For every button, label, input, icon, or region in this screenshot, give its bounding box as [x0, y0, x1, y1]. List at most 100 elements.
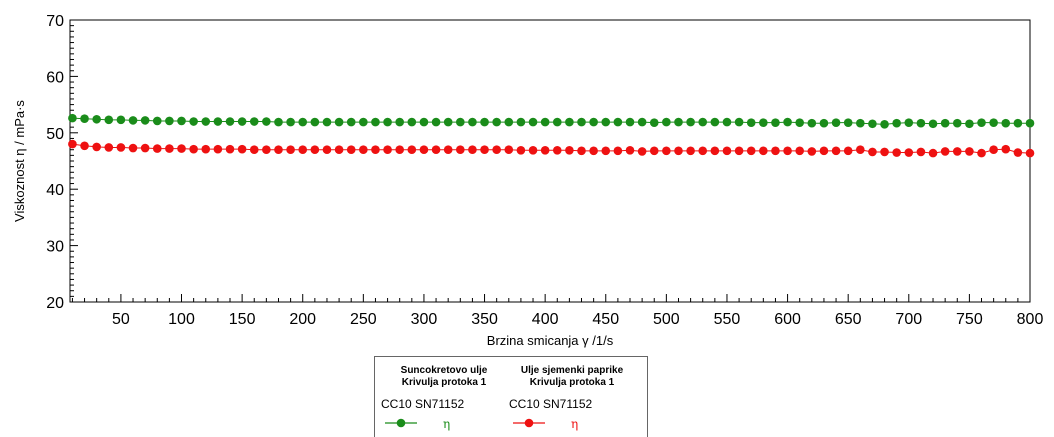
- data-point: [237, 117, 247, 126]
- data-point: [528, 145, 538, 155]
- data-point: [165, 144, 174, 153]
- data-point: [977, 148, 986, 158]
- data-point: [298, 117, 308, 127]
- data-point: [140, 116, 150, 125]
- data-point: [419, 117, 429, 127]
- legend-title-line1: Suncokretovo ulje: [400, 365, 488, 376]
- data-point: [152, 116, 162, 126]
- data-point: [152, 144, 162, 153]
- data-point: [286, 117, 295, 127]
- data-point: [492, 145, 501, 155]
- data-point: [504, 145, 514, 155]
- data-point: [577, 146, 586, 156]
- x-axis-ticks: [71, 294, 1031, 302]
- legend-line-marker-green: [385, 418, 417, 428]
- data-point: [443, 117, 453, 127]
- data-point: [552, 145, 562, 155]
- data-point: [637, 147, 647, 156]
- data-point: [492, 117, 501, 127]
- data-point: [928, 119, 938, 129]
- data-point: [771, 146, 780, 156]
- data-point: [540, 145, 550, 155]
- data-point: [407, 117, 417, 127]
- data-point: [843, 146, 853, 156]
- y-axis-tick-labels: 20 30 40 50 60 70: [46, 13, 64, 312]
- data-point: [359, 117, 368, 127]
- data-point: [371, 117, 380, 127]
- data-point: [371, 145, 380, 155]
- data-point: [904, 148, 914, 157]
- legend: Suncokretovo ulje Krivulja protoka 1 CC1…: [374, 356, 648, 437]
- data-point: [140, 143, 150, 153]
- data-point: [480, 117, 489, 127]
- data-point: [577, 117, 586, 127]
- data-point: [856, 145, 865, 155]
- data-point: [686, 117, 695, 127]
- data-point: [783, 117, 792, 127]
- data-point: [940, 147, 950, 156]
- data-point: [80, 114, 89, 123]
- data-point: [625, 145, 635, 155]
- data-point: [565, 117, 574, 127]
- data-point: [310, 145, 320, 155]
- data-point: [92, 142, 101, 152]
- data-point: [468, 117, 477, 127]
- data-point: [334, 145, 344, 155]
- data-point: [322, 145, 332, 155]
- data-point: [359, 145, 368, 155]
- data-point: [128, 143, 138, 153]
- legend-title-line2: Krivulja protoka 1: [529, 377, 615, 388]
- data-point: [698, 146, 708, 156]
- data-point: [262, 117, 271, 126]
- data-point: [431, 117, 441, 127]
- data-point: [540, 117, 550, 127]
- data-point: [589, 117, 598, 127]
- x-tick-label: 250: [350, 311, 377, 328]
- x-tick-label: 650: [835, 311, 862, 328]
- y-tick-label: 50: [46, 126, 64, 143]
- legend-entry-paprika: Ulje sjemenki paprike Krivulja protoka 1…: [507, 365, 637, 432]
- data-point: [916, 118, 926, 128]
- data-point: [698, 117, 708, 127]
- data-point: [892, 118, 901, 128]
- x-tick-label: 50: [112, 311, 130, 328]
- data-point: [989, 118, 998, 127]
- data-point: [262, 145, 271, 155]
- legend-entry-sunflower: Suncokretovo ulje Krivulja protoka 1 CC1…: [379, 365, 509, 432]
- data-point: [649, 146, 659, 156]
- data-point: [722, 117, 732, 127]
- legend-instrument: CC10 SN71152: [381, 397, 465, 411]
- x-tick-label: 700: [895, 311, 922, 328]
- data-point: [734, 117, 744, 127]
- data-point: [310, 117, 320, 127]
- y-axis-ticks: [70, 19, 78, 303]
- x-tick-label: 500: [653, 311, 680, 328]
- data-point: [104, 115, 114, 125]
- data-point: [298, 145, 308, 155]
- x-tick-label: 450: [592, 311, 619, 328]
- data-point: [952, 147, 962, 156]
- data-point: [601, 146, 611, 156]
- data-point: [213, 117, 223, 126]
- data-point: [201, 117, 211, 126]
- legend-title-line1: Ulje sjemenki paprike: [520, 365, 624, 376]
- data-point: [116, 143, 126, 152]
- data-point: [831, 146, 841, 156]
- legend-symbol: η: [571, 417, 579, 431]
- data-point: [128, 116, 138, 125]
- legend-marker: η: [379, 416, 509, 432]
- data-point: [456, 145, 465, 155]
- data-point: [965, 119, 974, 129]
- data-point: [1025, 118, 1035, 128]
- data-point: [346, 145, 356, 155]
- data-point: [213, 144, 223, 154]
- series-layer: [68, 113, 1035, 158]
- data-point: [819, 146, 829, 156]
- data-point: [431, 145, 441, 155]
- data-point: [407, 145, 417, 155]
- y-tick-label: 30: [46, 239, 64, 256]
- data-point: [443, 145, 453, 155]
- data-point: [516, 145, 526, 155]
- x-tick-label: 750: [956, 311, 983, 328]
- data-point: [189, 117, 198, 126]
